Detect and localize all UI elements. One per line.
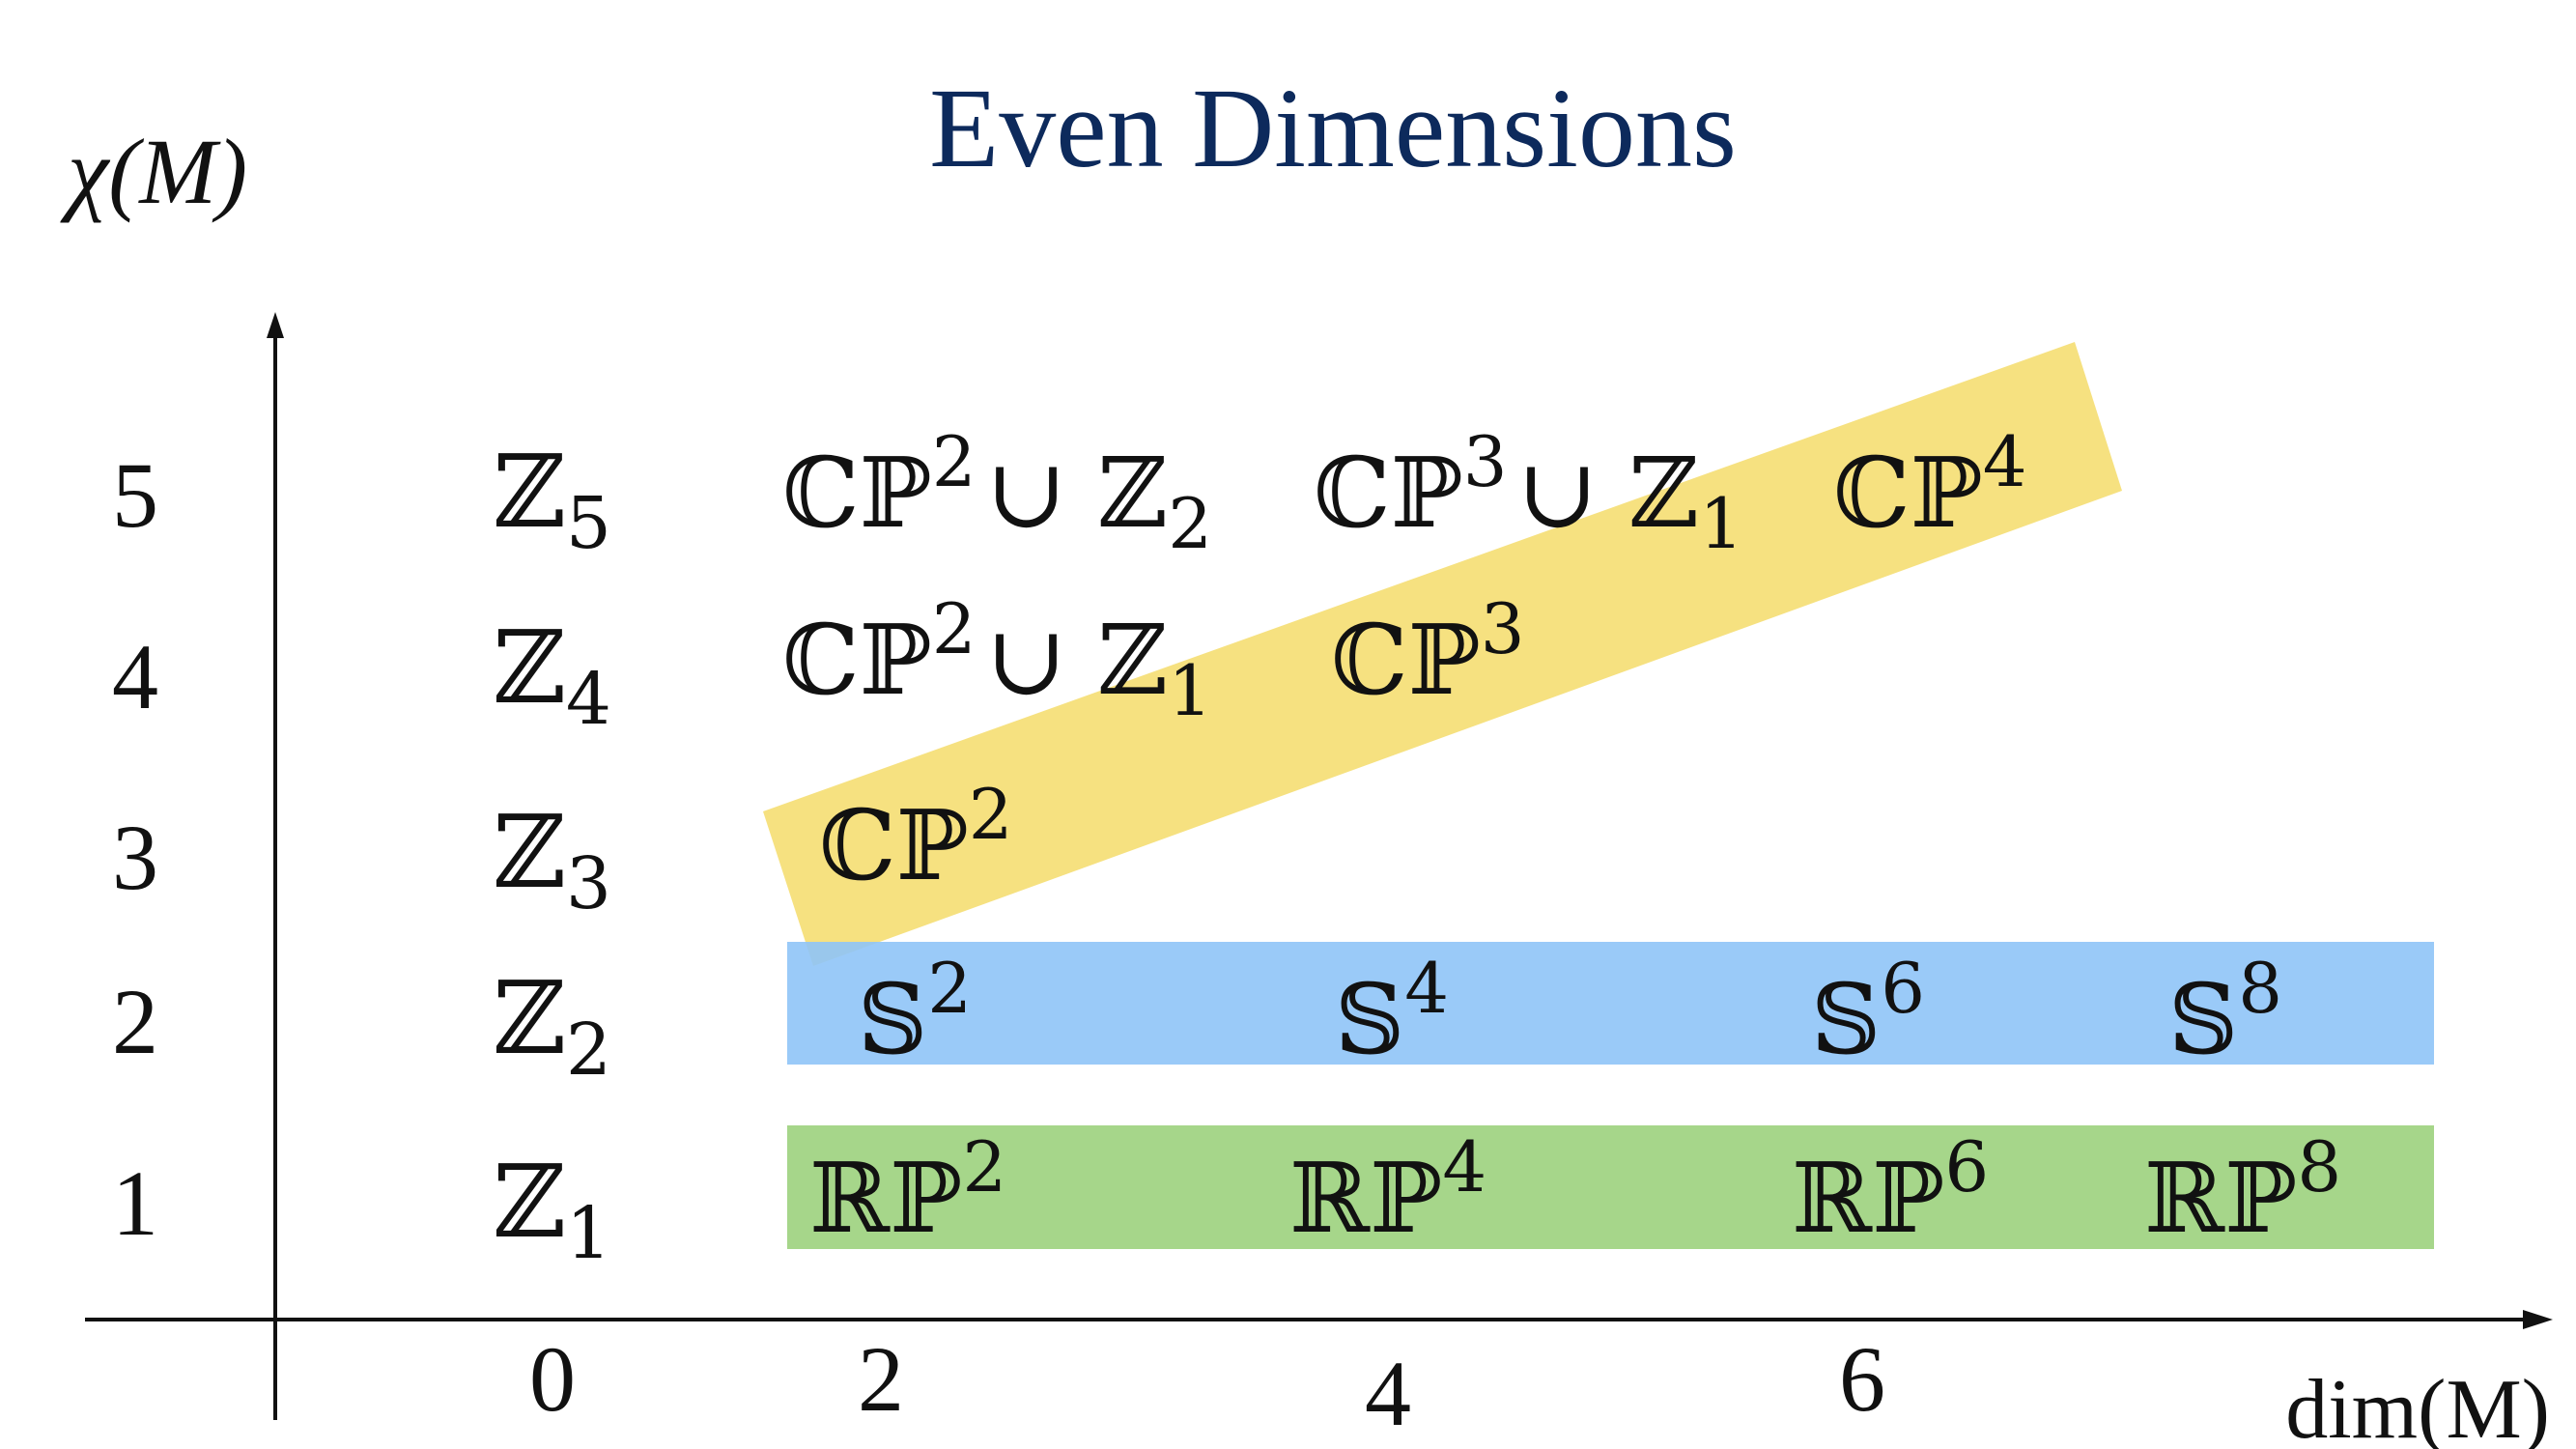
manifold-label-z5: ℤ5 xyxy=(493,433,611,565)
manifold-label-s6: 𝕊6 xyxy=(1811,948,1925,1076)
x-tick-label: 6 xyxy=(1839,1327,1885,1431)
manifold-label-rp6: ℝℙ6 xyxy=(1792,1126,1989,1255)
manifold-label-cp2: ℂℙ2 xyxy=(819,774,1013,902)
complex-projective-band xyxy=(763,342,2122,966)
y-tick-labels: 5 4 3 2 1 xyxy=(112,443,158,1255)
manifold-label-s8: 𝕊8 xyxy=(2168,948,2282,1076)
x-tick-label: 0 xyxy=(529,1327,576,1431)
y-tick-label: 2 xyxy=(112,970,158,1073)
chart-title: Even Dimensions xyxy=(929,65,1737,191)
manifold-label-rp2: ℝℙ2 xyxy=(809,1126,1006,1255)
sphere-band xyxy=(787,942,2434,1065)
manifold-label-cp3: ℂℙ3 xyxy=(1331,588,1525,717)
manifold-label-rp8: ℝℙ8 xyxy=(2144,1126,2341,1255)
manifold-label-cp2-union-z2: ℂℙ2 ∪ ℤ2 xyxy=(782,421,1212,564)
manifold-label-z2: ℤ2 xyxy=(493,959,611,1092)
y-tick-label: 3 xyxy=(112,806,158,909)
sphere-labels: 𝕊2 𝕊4 𝕊6 𝕊8 xyxy=(858,948,2282,1076)
y-tick-label: 1 xyxy=(112,1151,158,1255)
manifold-label-cp3-union-z1: ℂℙ3 ∪ ℤ1 xyxy=(1314,421,1743,564)
manifold-label-rp4: ℝℙ4 xyxy=(1289,1126,1486,1255)
x-tick-label: 2 xyxy=(858,1327,904,1431)
real-projective-band xyxy=(787,1125,2434,1249)
manifold-label-z1: ℤ1 xyxy=(493,1143,611,1275)
x-tick-labels: 0 2 4 6 xyxy=(529,1327,1885,1445)
x-tick-label: 4 xyxy=(1365,1342,1411,1445)
x-axis-label: dim(M) xyxy=(2285,1363,2550,1449)
complex-projective-labels: ℂℙ2 ∪ ℤ2 ℂℙ3 ∪ ℤ1 ℂℙ4 ℂℙ2 ∪ ℤ1 ℂℙ3 ℂℙ2 xyxy=(782,421,2027,902)
manifold-label-z4: ℤ4 xyxy=(493,609,611,741)
y-tick-label: 4 xyxy=(112,625,158,728)
manifold-label-cp2-union-z1: ℂℙ2 ∪ ℤ1 xyxy=(782,588,1212,731)
dimension-zero-column: ℤ5 ℤ4 ℤ3 ℤ2 ℤ1 xyxy=(493,433,611,1275)
manifold-label-s2: 𝕊2 xyxy=(858,948,972,1076)
manifold-label-s4: 𝕊4 xyxy=(1335,948,1449,1076)
y-tick-label: 5 xyxy=(112,443,158,547)
manifold-label-z3: ℤ3 xyxy=(493,793,611,925)
y-axis xyxy=(267,312,284,1420)
y-axis-label: χ(M) xyxy=(60,120,247,223)
x-axis xyxy=(85,1310,2553,1329)
x-axis-arrowhead xyxy=(2523,1310,2553,1329)
real-projective-labels: ℝℙ2 ℝℙ4 ℝℙ6 ℝℙ8 xyxy=(809,1126,2341,1255)
y-axis-arrowhead xyxy=(267,312,284,338)
manifold-label-cp4: ℂℙ4 xyxy=(1833,421,2027,550)
